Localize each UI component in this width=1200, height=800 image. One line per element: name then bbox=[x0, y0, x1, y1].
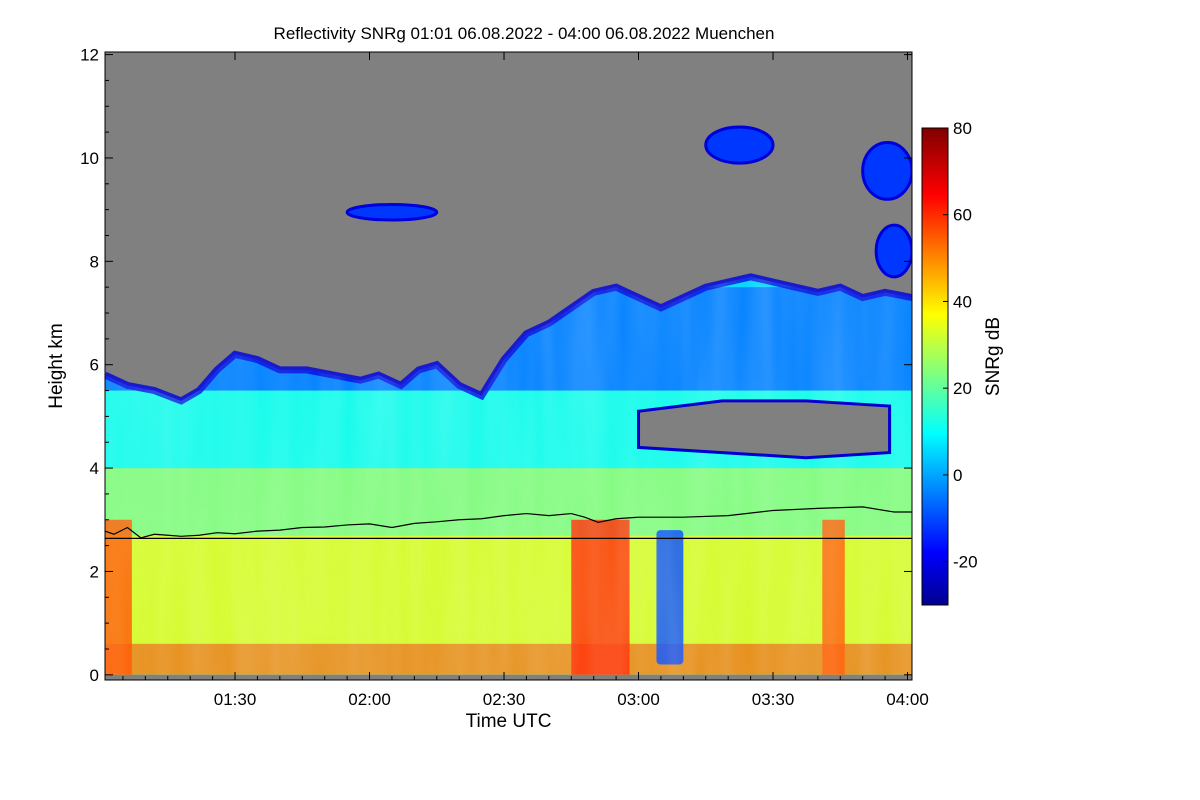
x-tick-label: 02:00 bbox=[348, 690, 391, 709]
upper-cloud-patch-0 bbox=[345, 202, 439, 222]
colorbar-tick-label: 80 bbox=[953, 119, 972, 138]
colorbar-gradient bbox=[921, 127, 949, 606]
y-tick-label: 8 bbox=[90, 252, 99, 271]
plot-frame bbox=[104, 51, 913, 681]
x-axis-label: Time UTC bbox=[466, 711, 552, 732]
colorbar-tick-label: 40 bbox=[953, 292, 972, 311]
x-tick-label: 01:30 bbox=[214, 690, 257, 709]
colorbar-tick-label: -20 bbox=[953, 553, 978, 572]
colorbar-tick-label: 60 bbox=[953, 206, 972, 225]
x-tick-label: 03:30 bbox=[752, 690, 795, 709]
y-tick-label: 0 bbox=[90, 666, 99, 685]
y-tick-label: 2 bbox=[90, 562, 99, 581]
colorbar-tick-label: 0 bbox=[953, 466, 962, 485]
melting-layer-line bbox=[105, 506, 912, 539]
y-tick-label: 4 bbox=[90, 459, 99, 478]
colorbar-tick-label: 20 bbox=[953, 379, 972, 398]
x-tick-label: 04:00 bbox=[886, 690, 929, 709]
dry-gap-region bbox=[637, 399, 892, 460]
y-tick-label: 6 bbox=[90, 356, 99, 375]
x-tick-label: 02:30 bbox=[483, 690, 526, 709]
x-tick-label: 03:00 bbox=[617, 690, 660, 709]
upper-cloud-patch-3 bbox=[874, 223, 912, 279]
y-axis: 0 2 4 6 8 10 12 bbox=[80, 46, 912, 685]
plot-area bbox=[105, 52, 912, 680]
x-axis: 01:30 02:00 02:30 03:00 03:30 04:00 bbox=[122, 52, 929, 709]
y-tick-label: 12 bbox=[80, 46, 99, 65]
colorbar-label: SNRg dB bbox=[983, 317, 1004, 396]
chart-title: Reflectivity SNRg 01:01 06.08.2022 - 04:… bbox=[274, 24, 775, 43]
colorbar: -20 0 20 40 60 80 SNRg dB bbox=[921, 119, 1004, 606]
upper-cloud-patch-1 bbox=[704, 125, 775, 165]
y-tick-label: 10 bbox=[80, 149, 99, 168]
y-axis-label: Height km bbox=[46, 323, 67, 409]
upper-cloud-patch-2 bbox=[861, 140, 912, 201]
